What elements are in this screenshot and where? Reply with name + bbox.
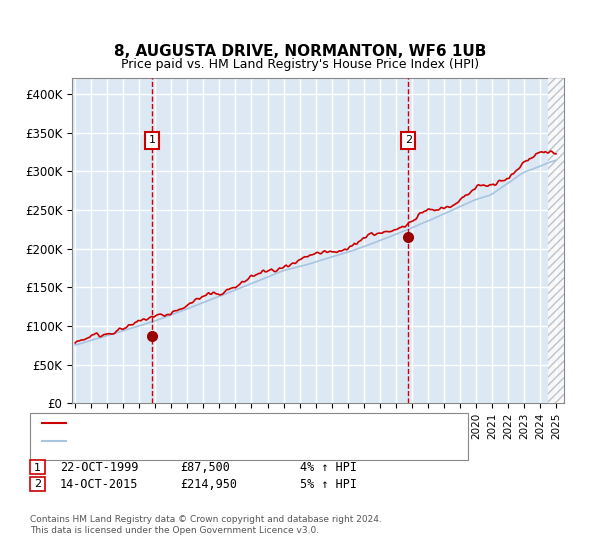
- Bar: [548, 78, 564, 403]
- Text: 1: 1: [34, 463, 41, 473]
- Text: 5% ↑ HPI: 5% ↑ HPI: [300, 478, 357, 491]
- Text: 14-OCT-2015: 14-OCT-2015: [60, 478, 139, 491]
- Text: £214,950: £214,950: [180, 478, 237, 491]
- Text: 4% ↑ HPI: 4% ↑ HPI: [300, 461, 357, 474]
- Text: HPI: Average price, detached house, Wakefield: HPI: Average price, detached house, Wake…: [72, 436, 316, 446]
- Text: 8, AUGUSTA DRIVE, NORMANTON, WF6 1UB: 8, AUGUSTA DRIVE, NORMANTON, WF6 1UB: [114, 44, 486, 59]
- Text: £87,500: £87,500: [180, 461, 230, 474]
- Text: Contains HM Land Registry data © Crown copyright and database right 2024.
This d: Contains HM Land Registry data © Crown c…: [30, 515, 382, 535]
- Text: 2: 2: [34, 479, 41, 489]
- Text: 22-OCT-1999: 22-OCT-1999: [60, 461, 139, 474]
- Text: Price paid vs. HM Land Registry's House Price Index (HPI): Price paid vs. HM Land Registry's House …: [121, 58, 479, 71]
- Text: 2: 2: [405, 136, 412, 145]
- Text: 8, AUGUSTA DRIVE, NORMANTON, WF6 1UB (detached house): 8, AUGUSTA DRIVE, NORMANTON, WF6 1UB (de…: [72, 418, 394, 428]
- Bar: [548, 78, 564, 403]
- Text: 1: 1: [149, 136, 156, 145]
